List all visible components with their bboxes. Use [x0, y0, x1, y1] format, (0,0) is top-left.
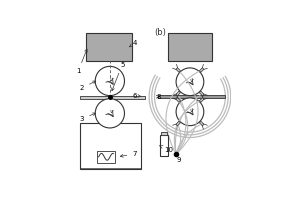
Bar: [160, 132, 167, 135]
Bar: [200, 68, 204, 72]
Text: 5: 5: [112, 62, 124, 91]
Bar: [176, 98, 181, 102]
Text: 4: 4: [130, 40, 137, 47]
Text: v: v: [190, 108, 193, 113]
Circle shape: [176, 68, 204, 96]
Text: 1: 1: [76, 49, 87, 74]
Bar: [97, 151, 115, 163]
Circle shape: [95, 66, 124, 96]
Circle shape: [176, 98, 204, 126]
Bar: [200, 121, 204, 126]
Bar: [80, 96, 145, 99]
Bar: [168, 33, 212, 61]
Text: 9: 9: [176, 153, 181, 163]
Text: 7: 7: [120, 151, 137, 157]
Text: 6: 6: [132, 93, 141, 99]
Circle shape: [95, 99, 124, 128]
Bar: [86, 33, 132, 61]
Text: 3: 3: [80, 113, 96, 122]
Text: v: v: [110, 109, 113, 114]
Text: 10: 10: [159, 146, 174, 153]
Text: 8: 8: [156, 94, 161, 100]
Text: v: v: [190, 78, 193, 83]
Bar: [200, 91, 204, 96]
Bar: [176, 121, 181, 126]
Text: (b): (b): [154, 28, 166, 37]
Bar: [176, 91, 181, 96]
Bar: [158, 95, 225, 98]
Bar: [160, 135, 168, 156]
Text: 2: 2: [80, 81, 96, 91]
Text: v: v: [110, 77, 113, 82]
Bar: [176, 68, 181, 72]
Bar: [80, 123, 141, 169]
Bar: [200, 98, 204, 102]
